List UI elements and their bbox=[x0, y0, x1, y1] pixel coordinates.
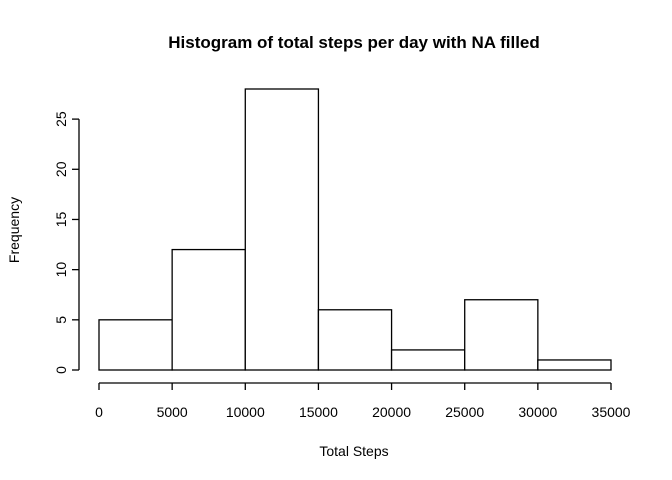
y-tick-label-3: 15 bbox=[53, 211, 69, 227]
histogram-bar-4 bbox=[390, 349, 466, 371]
histogram-bar-0 bbox=[98, 319, 173, 371]
bars-group bbox=[98, 88, 612, 371]
y-tick-label-1: 5 bbox=[53, 316, 69, 324]
x-tick-label-1: 5000 bbox=[157, 404, 188, 420]
x-tick-label-4: 20000 bbox=[372, 404, 411, 420]
histogram-bar-5 bbox=[464, 299, 539, 371]
x-axis-label: Total Steps bbox=[319, 443, 388, 459]
histogram-bar-1 bbox=[171, 248, 246, 371]
x-tick-label-0: 0 bbox=[95, 404, 103, 420]
x-tick-label-7: 35000 bbox=[592, 404, 631, 420]
y-tick-label-5: 25 bbox=[53, 111, 69, 127]
histogram-bar-2 bbox=[244, 88, 320, 371]
y-tick-label-4: 20 bbox=[53, 161, 69, 177]
x-tick-label-5: 25000 bbox=[445, 404, 484, 420]
x-tick-label-3: 15000 bbox=[299, 404, 338, 420]
x-tick-label-6: 30000 bbox=[518, 404, 557, 420]
x-axis: 0 5000 10000 15000 20000 25000 30000 35000 bbox=[95, 382, 631, 420]
x-tick-label-2: 10000 bbox=[226, 404, 265, 420]
y-axis: 0 5 10 15 20 25 bbox=[53, 111, 80, 374]
y-axis-label: Frequency bbox=[6, 197, 22, 263]
histogram-bar-3 bbox=[317, 309, 393, 371]
y-tick-label-2: 10 bbox=[53, 262, 69, 278]
chart-title: Histogram of total steps per day with NA… bbox=[168, 33, 540, 52]
y-tick-label-0: 0 bbox=[53, 366, 69, 374]
histogram-bar-6 bbox=[537, 359, 612, 371]
